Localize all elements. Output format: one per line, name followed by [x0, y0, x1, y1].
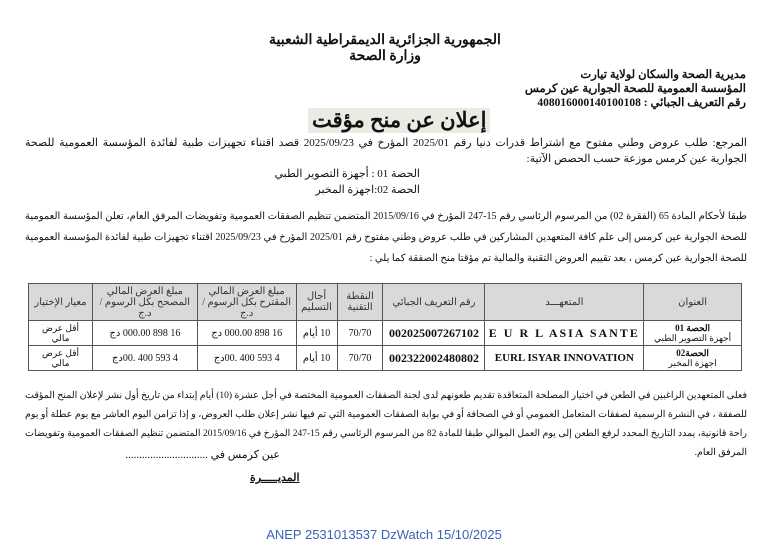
reference-paragraph: المرجع: طلب عروض وطني مفتوح مع اشتراط قد…: [25, 137, 747, 165]
table-row: الحصة02 اجهزة المخبر EURL ISYAR INNOVATIO…: [28, 345, 742, 371]
place-date: عين كرمس في ............................…: [125, 449, 280, 461]
cell-nif: 002025007267102: [382, 320, 486, 346]
col-proposed: مبلغ العرض المالي المقترح بكل الرسوم / د…: [196, 283, 297, 321]
announcement-title: إعلان عن منح مؤقت: [308, 108, 491, 133]
cell-corrected: 16 898 000.00 دج: [91, 320, 198, 346]
table-header-row: العنوان المتعهـــد رقم التعريف الجبائي ا…: [28, 283, 742, 321]
col-delay: أجال التسليم: [295, 283, 338, 321]
signature-title: المديـــــرة: [250, 472, 300, 484]
lot-number: الحصة02: [676, 348, 709, 358]
col-score: النقطة التقنية: [336, 283, 384, 321]
cell-delay: 10 أيام: [295, 345, 338, 371]
lot-name: أجهزة التصوير الطبي: [654, 333, 732, 343]
cell-lot: الحصة 01 أجهزة التصوير الطبي: [643, 320, 742, 346]
table-row: الحصة 01 أجهزة التصوير الطبي E U R L ASIA…: [28, 320, 742, 346]
lot-name: اجهزة المخبر: [668, 358, 717, 368]
lot-number: الحصة 01: [675, 323, 711, 333]
col-bidder: المتعهـــد: [484, 283, 645, 321]
cell-corrected: 4 593 400 .00دج: [91, 345, 198, 371]
cell-nif: 002322002480802: [382, 345, 486, 371]
cell-proposed: 4 593 400 .00دج: [196, 345, 297, 371]
cell-criterion: أقل عرض مالي: [28, 345, 93, 371]
org-block: مديرية الصحة والسكان لولاية تيارت المؤسس…: [446, 68, 746, 110]
lot-item: الحصة 01 : أجهزة التصوير الطبي: [274, 168, 420, 180]
footer-reference: ANEP 2531013537 DzWatch 15/10/2025: [266, 527, 502, 542]
col-criterion: معيار الإختيار: [28, 283, 93, 321]
institution: المؤسسة العمومية للصحة الجوارية عين كرمس: [524, 83, 746, 95]
institution-nif: رقم التعريف الجبائي : 408016000140100108: [537, 97, 746, 109]
cell-score: 70/70: [336, 345, 384, 371]
cell-proposed: 16 898 000.00 دج: [196, 320, 297, 346]
col-corrected: مبلغ العرض المالي المصحح بكل الرسوم / د.…: [91, 283, 198, 321]
col-title: العنوان: [643, 283, 742, 321]
cell-score: 70/70: [336, 320, 384, 346]
col-nif: رقم التعريف الجبائي: [382, 283, 486, 321]
republic-heading: الجمهورية الجزائرية الديمقراطية الشعبية: [269, 33, 501, 48]
award-table: العنوان المتعهـــد رقم التعريف الجبائي ا…: [28, 283, 742, 371]
cell-lot: الحصة02 اجهزة المخبر: [643, 345, 742, 371]
intro-paragraph: طبقا لأحكام المادة 65 (الفقرة 02) من الم…: [25, 211, 748, 264]
cell-bidder: EURL ISYAR INNOVATION: [484, 345, 645, 371]
cell-bidder: E U R L ASIA SANTE: [484, 320, 645, 346]
appeal-paragraph: فعلى المتعهدين الراغبين في الطعن في اختي…: [25, 391, 747, 458]
ministry-heading: وزارة الصحة: [349, 49, 421, 64]
cell-delay: 10 أيام: [295, 320, 338, 346]
lot-item: الحصة 02:اجهزة المخبر: [315, 184, 420, 196]
directorate: مديرية الصحة والسكان لولاية تيارت: [580, 69, 746, 81]
cell-criterion: أقل عرض مالي: [28, 320, 93, 346]
lots-list: الحصة 01 : أجهزة التصوير الطبي الحصة 02:…: [200, 166, 420, 198]
